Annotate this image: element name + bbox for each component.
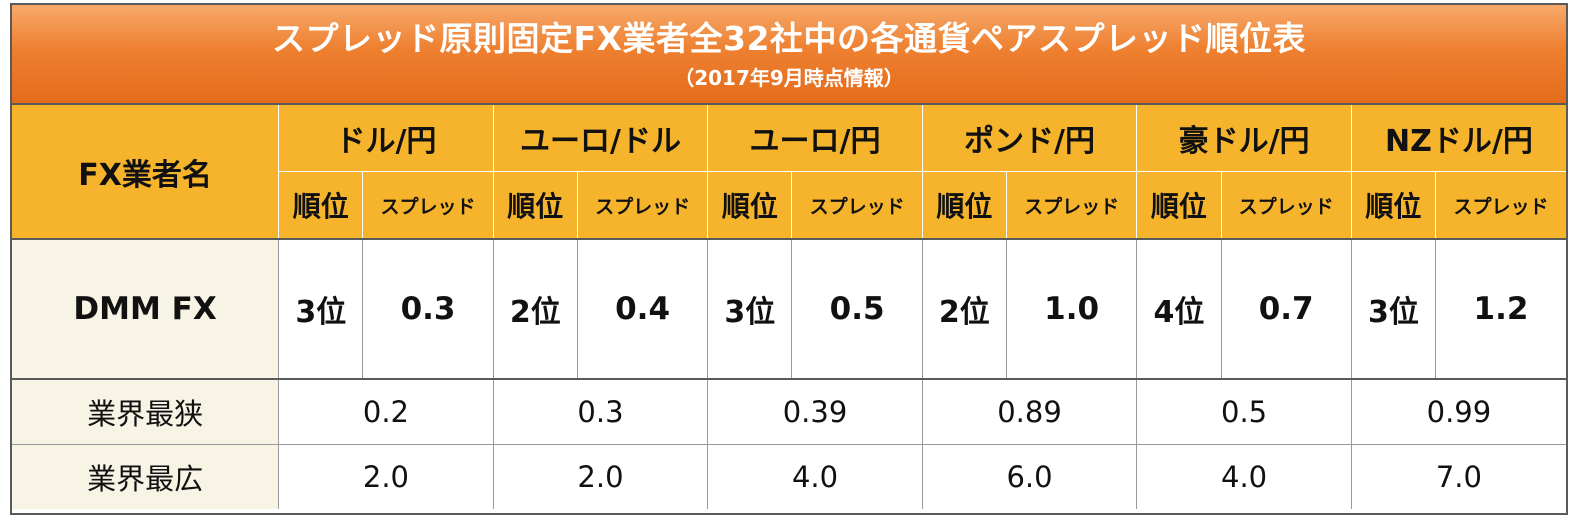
header-row-pairs: FX業者名 ドル/円 ユーロ/ドル ユーロ/円 ポンド/円 豪ドル/円 NZドル… [12, 105, 1566, 239]
narrowest-cell: 0.3 [492, 378, 708, 445]
rank-cell: 3位 [278, 238, 363, 379]
widest-cell: 4.0 [1136, 444, 1352, 509]
table-row-dmm: DMM FX 3位 0.3 2位 0.4 3位 0.5 2位 1.0 4位 0.… [12, 238, 1566, 379]
spread-table: FX業者名 ドル/円 ユーロ/ドル ユーロ/円 ポンド/円 豪ドル/円 NZドル… [12, 105, 1566, 509]
widest-cell: 7.0 [1350, 444, 1566, 509]
table-row-widest: 業界最広 2.0 2.0 4.0 6.0 4.0 7.0 [12, 444, 1566, 509]
narrowest-cell: 0.99 [1350, 378, 1566, 445]
pair-header-audjpy: 豪ドル/円 [1136, 105, 1352, 172]
rank-header: 順位 [921, 171, 1007, 239]
pair-header-eurjpy: ユーロ/円 [707, 105, 923, 172]
rank-cell: 2位 [492, 238, 578, 379]
spread-ranking-table: スプレッド原則固定FX業者全32社中の各通貨ペアスプレッド順位表 （2017年9… [10, 3, 1568, 515]
spread-header: スプレッド [576, 171, 708, 239]
spread-cell: 1.0 [1005, 238, 1137, 379]
rank-header: 順位 [492, 171, 578, 239]
rank-cell: 3位 [1350, 238, 1436, 379]
spread-header: スプレッド [1005, 171, 1137, 239]
rank-cell: 4位 [1136, 238, 1221, 379]
row-label-widest: 業界最広 [12, 444, 279, 509]
rank-header: 順位 [707, 171, 792, 239]
pair-header-nzdjpy: NZドル/円 [1350, 105, 1566, 172]
pair-header-usdjpy: ドル/円 [278, 105, 494, 172]
spread-header: スプレッド [1220, 171, 1352, 239]
spread-header: スプレッド [1435, 171, 1566, 239]
spread-cell: 0.5 [791, 238, 923, 379]
pair-header-eurusd: ユーロ/ドル [492, 105, 708, 172]
broker-name: DMM FX [12, 238, 279, 379]
rank-cell: 3位 [707, 238, 792, 379]
rank-header: 順位 [1350, 171, 1436, 239]
header-row-sub: 順位 スプレッド 順位 スプレッド 順位 スプレッド 順位 スプレッド 順位 ス… [12, 171, 1566, 239]
spread-header: スプレッド [791, 171, 923, 239]
rank-header: 順位 [1136, 171, 1221, 239]
widest-cell: 4.0 [707, 444, 923, 509]
title-band: スプレッド原則固定FX業者全32社中の各通貨ペアスプレッド順位表 （2017年9… [12, 5, 1566, 105]
spread-cell: 1.2 [1435, 238, 1566, 379]
widest-cell: 2.0 [492, 444, 708, 509]
spread-cell: 0.4 [576, 238, 708, 379]
narrowest-cell: 0.2 [278, 378, 494, 445]
narrowest-cell: 0.89 [921, 378, 1137, 445]
table-title: スプレッド原則固定FX業者全32社中の各通貨ペアスプレッド順位表 [272, 19, 1306, 58]
spread-cell: 0.3 [362, 238, 494, 379]
table-row-narrowest: 業界最狭 0.2 0.3 0.39 0.89 0.5 0.99 [12, 378, 1566, 445]
widest-cell: 2.0 [278, 444, 494, 509]
broker-name-header: FX業者名 [12, 105, 279, 239]
widest-cell: 6.0 [921, 444, 1137, 509]
rank-cell: 2位 [921, 238, 1007, 379]
spread-header: スプレッド [362, 171, 494, 239]
narrowest-cell: 0.5 [1136, 378, 1352, 445]
spread-cell: 0.7 [1220, 238, 1352, 379]
narrowest-cell: 0.39 [707, 378, 923, 445]
rank-header: 順位 [278, 171, 363, 239]
pair-header-gbpjpy: ポンド/円 [921, 105, 1137, 172]
table-subtitle: （2017年9月時点情報） [674, 66, 904, 90]
row-label-narrowest: 業界最狭 [12, 378, 279, 445]
